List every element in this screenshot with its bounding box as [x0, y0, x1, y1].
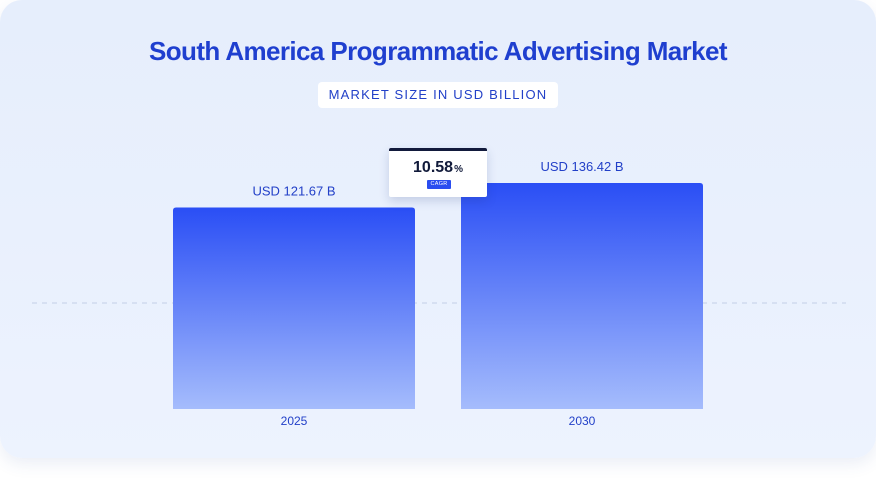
cagr-callout: 10.58% CAGR — [389, 148, 487, 197]
bar-2025 — [173, 207, 415, 409]
category-label-2025: 2025 — [281, 414, 308, 428]
category-label-2030: 2030 — [569, 414, 596, 428]
chart-title: South America Programmatic Advertising M… — [149, 36, 728, 66]
value-label-2025: USD 121.67 B — [252, 183, 335, 198]
value-label-2030: USD 136.42 B — [540, 159, 623, 174]
bar-2030 — [461, 183, 703, 409]
cagr-label: CAGR — [427, 180, 451, 189]
chart-subtitle: MARKET SIZE IN USD BILLION — [318, 82, 558, 108]
chart-card: South America Programmatic Advertising M… — [0, 0, 876, 458]
bar-chart: USD 121.67 B 2025 USD 136.42 B 2030 — [32, 159, 846, 428]
cagr-value: 10.58% — [413, 159, 463, 176]
